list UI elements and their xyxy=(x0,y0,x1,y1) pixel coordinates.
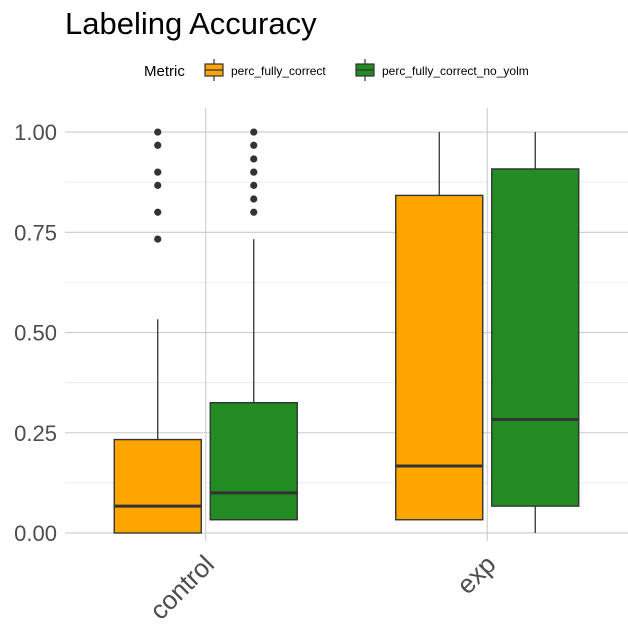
box-body xyxy=(395,194,484,521)
outlier-point xyxy=(154,208,162,216)
box-body xyxy=(491,168,580,507)
y-tick-label: 0.50 xyxy=(14,321,57,346)
boxes xyxy=(113,128,580,534)
outlier-point xyxy=(154,128,162,136)
y-tick-label: 0.75 xyxy=(14,220,57,245)
outlier-point xyxy=(250,141,258,149)
box-perc_fully_correct-control xyxy=(113,128,202,534)
outlier-point xyxy=(250,128,258,136)
x-tick-label: exp xyxy=(451,549,502,600)
x-tick-label: control xyxy=(144,549,220,625)
outlier-point xyxy=(250,208,258,216)
outlier-point xyxy=(250,181,258,189)
y-tick-label: 0.25 xyxy=(14,421,57,446)
outlier-point xyxy=(250,155,258,163)
outlier-point xyxy=(154,235,162,243)
legend-label: perc_fully_correct_no_yolm xyxy=(382,64,529,78)
legend-title: Metric xyxy=(144,63,185,80)
outlier-point xyxy=(250,168,258,176)
x-axis-ticks: control exp xyxy=(144,549,502,625)
outlier-point xyxy=(154,168,162,176)
box-perc_fully_correct_no_yolm-exp xyxy=(491,132,580,533)
outlier-point xyxy=(154,141,162,149)
legend-item-perc_fully_correct: perc_fully_correct xyxy=(204,59,326,81)
box-body xyxy=(113,438,202,534)
legend: Metric perc_fully_correct perc_fully_corr… xyxy=(144,59,529,81)
outlier-point xyxy=(250,195,258,203)
y-tick-label: 1.00 xyxy=(14,120,57,145)
box-body xyxy=(209,401,298,521)
box-perc_fully_correct_no_yolm-control xyxy=(209,128,298,521)
y-tick-label: 0.00 xyxy=(14,521,57,546)
legend-item-perc_fully_correct_no_yolm: perc_fully_correct_no_yolm xyxy=(355,59,529,81)
y-axis-ticks: 0.00 0.25 0.50 0.75 1.00 xyxy=(14,120,57,546)
outlier-point xyxy=(154,181,162,189)
chart-title: Labeling Accuracy xyxy=(65,6,317,41)
box-perc_fully_correct-exp xyxy=(395,132,484,521)
legend-label: perc_fully_correct xyxy=(231,64,326,78)
